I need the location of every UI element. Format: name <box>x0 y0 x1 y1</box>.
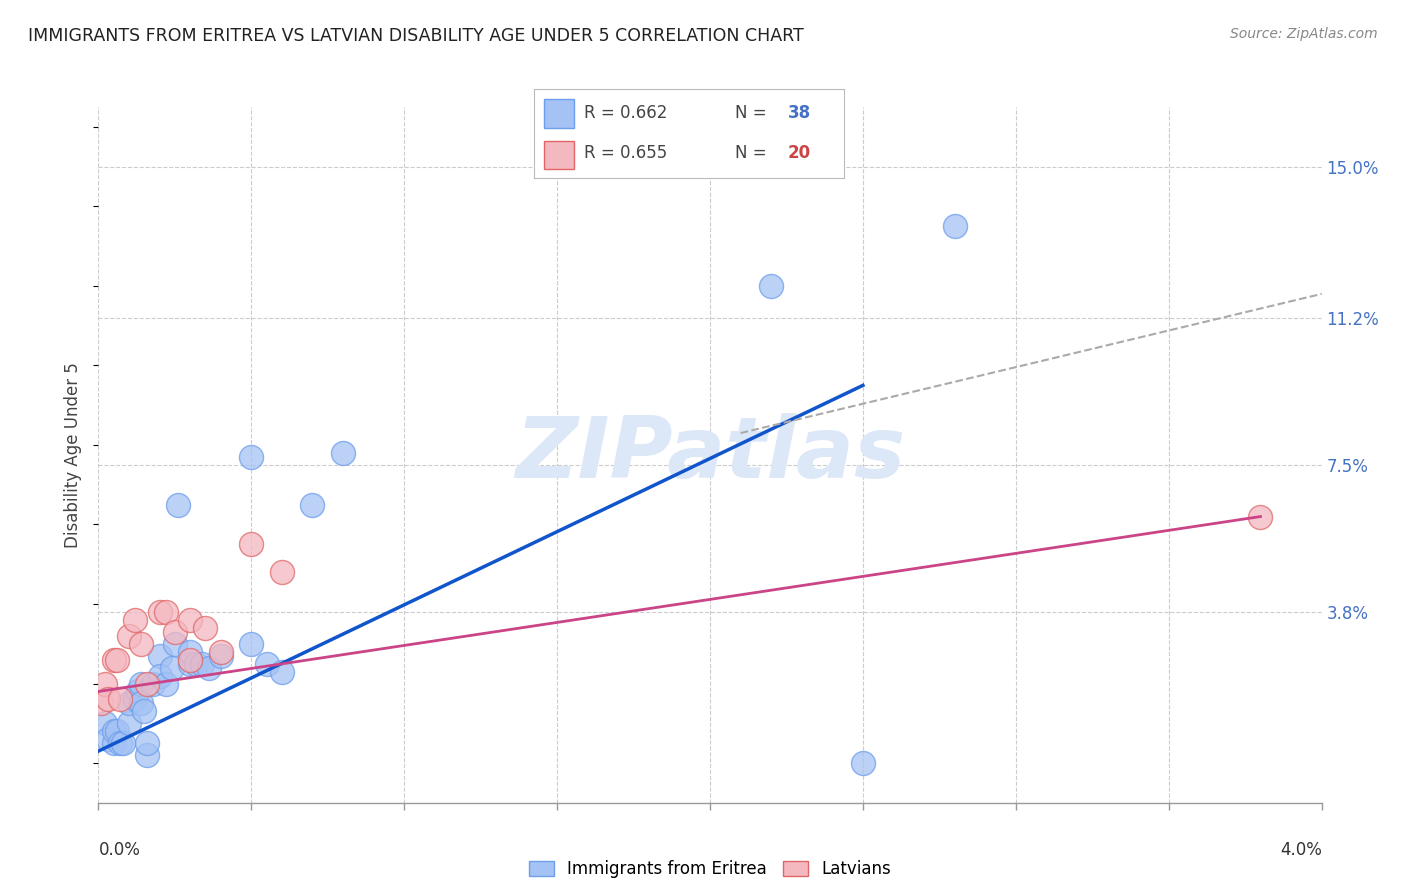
Point <box>163 624 186 639</box>
Point <box>90 697 112 711</box>
Point <box>124 613 146 627</box>
Point <box>240 450 263 464</box>
Point <box>943 219 966 234</box>
Point <box>111 736 134 750</box>
Point <box>136 676 159 690</box>
Point <box>179 657 201 671</box>
Point <box>332 446 354 460</box>
Point <box>142 676 165 690</box>
Point <box>103 653 125 667</box>
Text: N =: N = <box>735 104 772 122</box>
Point <box>759 279 782 293</box>
Point <box>179 653 201 667</box>
Text: R = 0.655: R = 0.655 <box>583 145 666 162</box>
Point <box>118 716 141 731</box>
Point <box>108 736 131 750</box>
Point <box>124 692 146 706</box>
Point <box>129 697 152 711</box>
Point <box>118 697 141 711</box>
Point <box>301 498 323 512</box>
Point <box>191 657 214 671</box>
Point <box>194 621 217 635</box>
Point <box>97 692 120 706</box>
Point <box>186 657 208 671</box>
Point <box>209 648 232 663</box>
Text: 38: 38 <box>787 104 811 122</box>
Point <box>97 732 120 747</box>
Y-axis label: Disability Age Under 5: Disability Age Under 5 <box>65 362 83 548</box>
Point <box>105 653 128 667</box>
Point <box>134 704 156 718</box>
Point <box>155 605 177 619</box>
Text: 4.0%: 4.0% <box>1279 841 1322 859</box>
Point <box>118 629 141 643</box>
Point <box>93 676 115 690</box>
Point <box>129 676 152 690</box>
Text: ZIPatlas: ZIPatlas <box>515 413 905 497</box>
Point <box>149 648 172 663</box>
Point <box>149 605 172 619</box>
Point <box>240 637 263 651</box>
Text: Source: ZipAtlas.com: Source: ZipAtlas.com <box>1230 27 1378 41</box>
Text: R = 0.662: R = 0.662 <box>583 104 666 122</box>
Bar <box>544 99 575 128</box>
Point <box>149 668 172 682</box>
Point <box>160 660 183 674</box>
Point <box>256 657 278 671</box>
Point <box>240 537 263 551</box>
Bar <box>544 141 575 169</box>
Point <box>163 637 186 651</box>
Point <box>179 613 201 627</box>
Text: N =: N = <box>735 145 772 162</box>
Text: 20: 20 <box>787 145 811 162</box>
Point <box>270 565 294 579</box>
Point <box>136 748 159 763</box>
Point <box>270 665 294 679</box>
Point <box>1249 509 1271 524</box>
Point <box>136 736 159 750</box>
Point <box>129 637 152 651</box>
Point <box>197 660 219 674</box>
Point <box>127 684 149 698</box>
Point <box>105 724 128 739</box>
Point <box>103 736 125 750</box>
Text: IMMIGRANTS FROM ERITREA VS LATVIAN DISABILITY AGE UNDER 5 CORRELATION CHART: IMMIGRANTS FROM ERITREA VS LATVIAN DISAB… <box>28 27 804 45</box>
Point <box>103 724 125 739</box>
Legend: Immigrants from Eritrea, Latvians: Immigrants from Eritrea, Latvians <box>522 854 898 885</box>
Point <box>108 692 131 706</box>
Point <box>93 716 115 731</box>
Point <box>155 676 177 690</box>
Point <box>179 645 201 659</box>
Point <box>167 498 190 512</box>
Point <box>209 645 232 659</box>
Point <box>852 756 875 770</box>
Text: 0.0%: 0.0% <box>98 841 141 859</box>
